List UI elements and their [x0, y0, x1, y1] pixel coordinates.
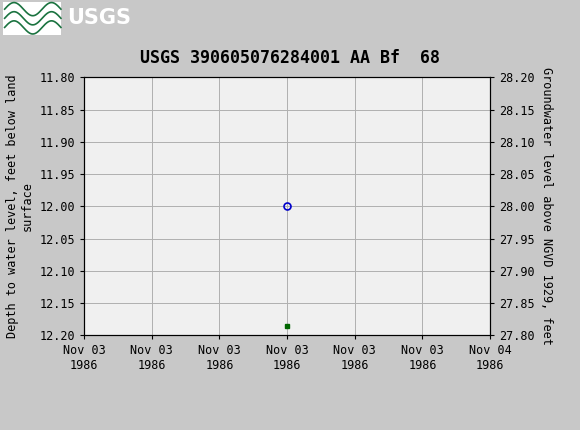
Y-axis label: Depth to water level, feet below land
surface: Depth to water level, feet below land su…	[6, 74, 34, 338]
Text: USGS: USGS	[67, 8, 130, 28]
Y-axis label: Groundwater level above NGVD 1929, feet: Groundwater level above NGVD 1929, feet	[541, 68, 553, 345]
Text: USGS 390605076284001 AA Bf  68: USGS 390605076284001 AA Bf 68	[140, 49, 440, 67]
Bar	[3, 2, 61, 35]
